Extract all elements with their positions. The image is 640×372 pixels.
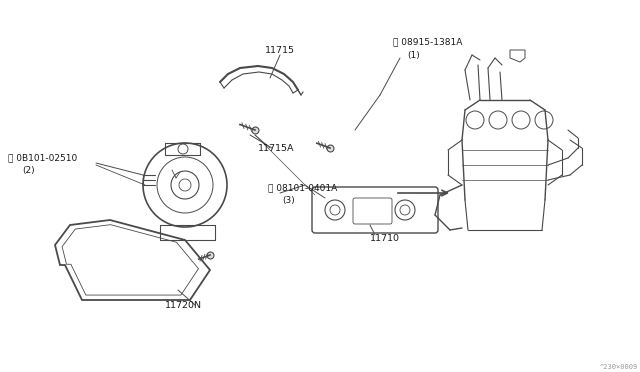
Text: (2): (2) [22,166,35,174]
Text: ^230×0009: ^230×0009 [600,364,638,370]
Text: Ⓑ 0B101-02510: Ⓑ 0B101-02510 [8,154,77,163]
Text: 11715A: 11715A [258,144,294,153]
Text: Ⓜ 08915-1381A: Ⓜ 08915-1381A [393,38,462,46]
Text: 11715: 11715 [265,45,295,55]
Text: (3): (3) [282,196,295,205]
Text: Ⓑ 08101-0401A: Ⓑ 08101-0401A [268,183,337,192]
Text: 11720N: 11720N [165,301,202,310]
Text: 11710: 11710 [370,234,400,243]
Text: (1): (1) [407,51,420,60]
